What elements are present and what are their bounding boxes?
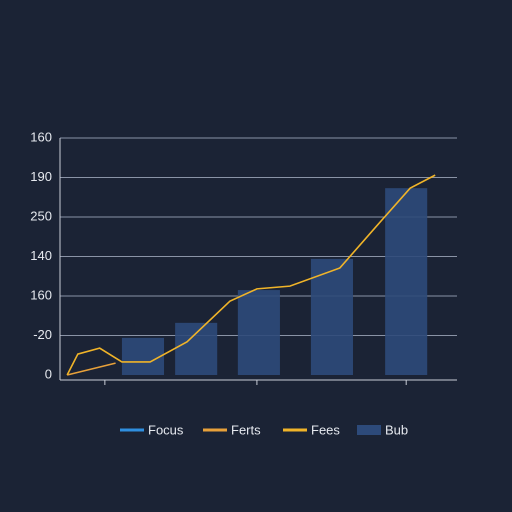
- y-tick-label: 250: [30, 208, 52, 223]
- y-tick-label: -20: [33, 327, 52, 342]
- bar: [385, 188, 428, 375]
- legend-label: Bub: [385, 422, 408, 437]
- line: [66, 362, 116, 376]
- y-tick-label: 160: [30, 129, 52, 144]
- bar: [237, 290, 280, 375]
- legend-label: Focus: [148, 422, 184, 437]
- y-tick-label: 0: [45, 366, 52, 381]
- legend-label: Fees: [311, 422, 340, 437]
- line: [66, 174, 436, 376]
- legend-label: Ferts: [231, 422, 261, 437]
- bar: [121, 337, 165, 375]
- y-tick-label: 140: [30, 248, 52, 263]
- bar: [310, 258, 353, 375]
- legend-swatch: [357, 425, 381, 435]
- y-tick-label: 190: [30, 169, 52, 184]
- y-tick-label: 160: [30, 287, 52, 302]
- bar: [175, 322, 218, 375]
